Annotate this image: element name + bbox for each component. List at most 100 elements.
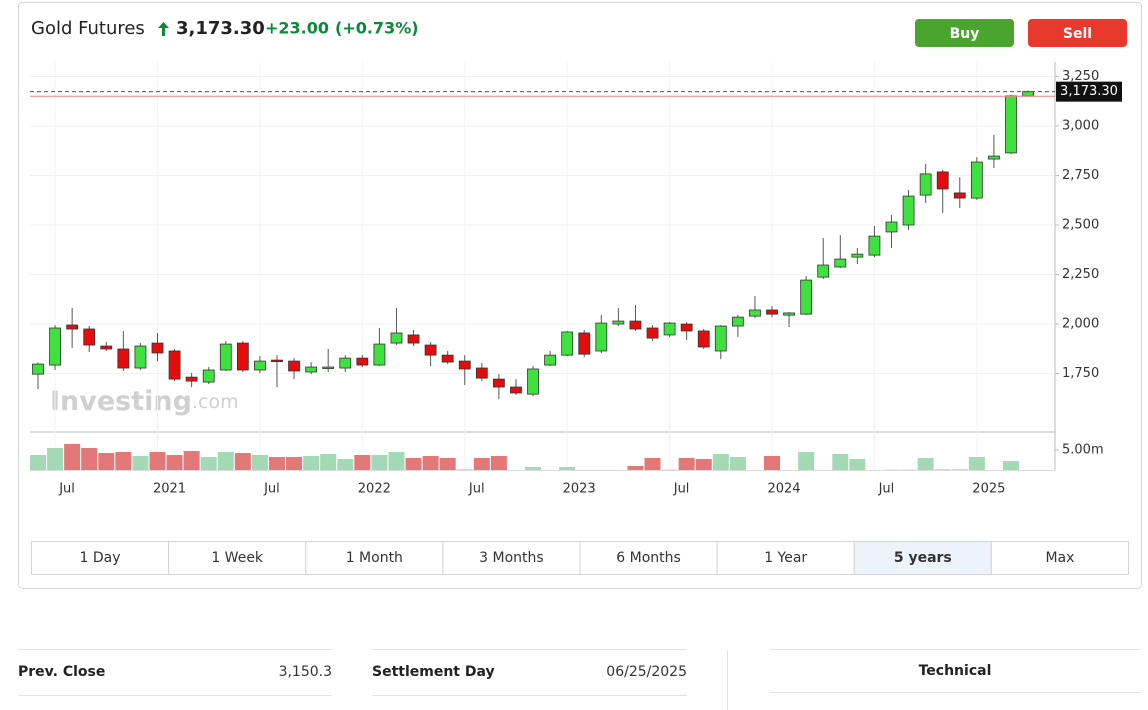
candle-body (83, 328, 96, 346)
candle-body (595, 322, 608, 352)
candle-body (783, 312, 795, 316)
volume-bar (729, 457, 746, 470)
volume-bar (115, 452, 132, 470)
sell-button[interactable] (1028, 19, 1127, 47)
range-tab-label[interactable]: 1 Day (80, 550, 121, 566)
volume-bar (559, 467, 576, 470)
range-tab-label[interactable]: 1 Year (764, 550, 807, 566)
x-tick-label: 2024 (767, 482, 800, 497)
volume-bar (217, 452, 234, 470)
title: Gold Futures (31, 18, 145, 39)
candle-body (578, 332, 591, 355)
range-tab-label[interactable]: 3 Months (479, 550, 544, 566)
volume-bar (286, 457, 303, 470)
candle-body (749, 309, 761, 317)
x-tick-label: Jul (878, 482, 895, 497)
volume-bar (917, 458, 934, 470)
y-tick-label: 2,500 (1062, 218, 1099, 233)
range-tab[interactable] (853, 541, 992, 575)
volume-bar (490, 456, 507, 470)
candle-body (646, 327, 659, 339)
x-tick-label: Jul (468, 482, 485, 497)
range-tab[interactable] (305, 541, 444, 575)
volume-bar (388, 452, 405, 470)
candle-body (117, 348, 130, 369)
candle-body (936, 171, 949, 190)
candle-body (373, 343, 386, 366)
sell-label[interactable]: Sell (1063, 26, 1092, 42)
x-tick-label: 2022 (358, 482, 391, 497)
candle-body (731, 316, 744, 327)
candle-body (766, 309, 778, 315)
volume-bar (166, 455, 183, 470)
info-value: 3,150.3 (279, 664, 332, 680)
range-tab[interactable] (442, 541, 581, 575)
range-tab[interactable] (990, 541, 1129, 575)
buy-label[interactable]: Buy (950, 26, 980, 42)
y-tick-label: 3,250 (1062, 69, 1099, 84)
x-tick-label: 2023 (563, 482, 596, 497)
range-tab[interactable] (579, 541, 718, 575)
candle-body (988, 155, 1000, 160)
volume-bar (439, 458, 456, 470)
volume-bar (47, 448, 64, 470)
candle-body (817, 264, 830, 278)
candle-body (441, 354, 454, 363)
price: 3,173.30 (176, 18, 265, 39)
y-tick-label: 2,750 (1062, 168, 1099, 183)
range-tab-label[interactable]: 1 Week (211, 550, 264, 566)
info-label: Settlement Day (372, 664, 495, 680)
candle-body (49, 327, 61, 366)
watermark-suffix: .com (192, 391, 239, 413)
range-tab[interactable] (168, 541, 307, 575)
range-tab-label[interactable]: 1 Month (346, 550, 403, 566)
candle-body (219, 343, 232, 371)
y-tick-label: 2,000 (1062, 317, 1099, 332)
candle-body (697, 330, 710, 348)
candle-body (902, 195, 915, 226)
x-tick-label: 2021 (153, 482, 186, 497)
change: +23.00 (265, 19, 329, 38)
candle-body (407, 334, 420, 344)
y-tick-label: 3,000 (1062, 118, 1099, 133)
candle-body (714, 325, 727, 352)
candle-body (288, 360, 300, 372)
candle-body (680, 323, 693, 332)
volume-bar (337, 459, 354, 470)
card (18, 2, 1142, 589)
watermark: Investing.com (50, 386, 239, 417)
watermark-brand: Investing (50, 386, 192, 417)
candle-body (236, 342, 249, 371)
candle-body (629, 320, 642, 330)
candle-body (458, 360, 471, 370)
candle-body (885, 221, 898, 233)
candle-body (1022, 91, 1034, 97)
volume-bar (405, 458, 422, 470)
volume-bar (764, 456, 781, 470)
range-tab-label[interactable]: 5 years (894, 550, 952, 566)
candle-body (544, 354, 556, 366)
x-tick-label: Jul (263, 482, 280, 497)
volume-bar (30, 455, 46, 470)
info-value: 06/25/2025 (606, 664, 687, 680)
volume-bar (149, 452, 166, 470)
range-tab[interactable] (31, 541, 170, 575)
candle-body (271, 359, 283, 362)
range-tab-label[interactable]: 6 Months (616, 550, 681, 566)
candle-body (868, 235, 881, 256)
up-arrow (158, 22, 169, 36)
volume-bar (798, 452, 815, 470)
x-tick-label: Jul (58, 482, 75, 497)
candle-body (305, 366, 318, 373)
buy-button[interactable] (915, 19, 1014, 47)
volume-bar (525, 467, 542, 470)
candle-body (151, 342, 164, 354)
volume-bar (132, 456, 149, 470)
y-tick-label: 1,750 (1062, 366, 1099, 381)
volume-bar (303, 456, 320, 470)
candle-body (663, 322, 676, 336)
candle-body (1005, 95, 1017, 154)
range-tab-label[interactable]: Max (1045, 550, 1074, 566)
candle-body (322, 366, 335, 369)
volume-bar (354, 455, 371, 470)
